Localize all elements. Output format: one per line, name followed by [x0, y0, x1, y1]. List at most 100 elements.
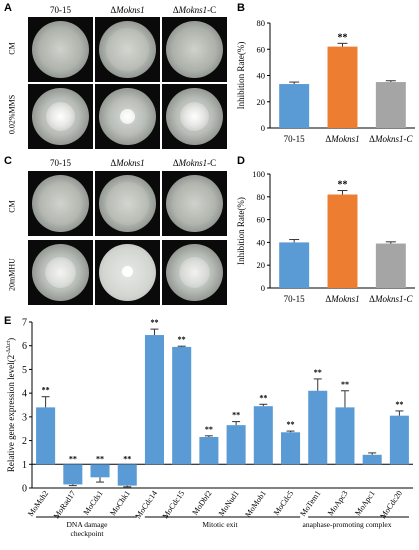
bar: [375, 243, 406, 288]
x-tick-label: ΔMokns1: [325, 294, 359, 304]
panel-b-letter: B: [237, 2, 245, 14]
y-tick-label: 20: [257, 97, 266, 107]
x-tick-label: MoChk1: [108, 489, 132, 517]
chart-e: Relative gene expression level(2-ΔΔct) 0 1…: [6, 318, 413, 520]
y-tick-label: 0: [261, 283, 265, 293]
y-tick-label: 40: [257, 71, 266, 81]
x-tick-label: MoDbf2: [190, 489, 213, 517]
significance-label: **: [341, 380, 349, 389]
y-tick-label: 7: [22, 318, 27, 329]
panel-c-plate-cm-complemented: [162, 171, 227, 236]
significance-label: **: [96, 454, 104, 463]
x-tick-label: MoCdc5: [272, 489, 295, 517]
panel-c-plate-cm-mutant: [95, 171, 160, 236]
panel-c-col-label-2: ΔMokns1: [110, 158, 145, 168]
panel-c-plate-cm-wt: [28, 171, 93, 236]
bar: [281, 432, 301, 465]
y-tick-label: 60: [257, 44, 266, 54]
y-tick-label: 3: [22, 412, 27, 423]
bar: [63, 464, 83, 485]
bar: [172, 346, 192, 465]
panel-a-plate-mms-wt: [28, 84, 93, 149]
y-tick-label: 5: [22, 365, 27, 376]
panel-c-plate-hu-mutant: [95, 240, 160, 305]
panel-a-letter: A: [4, 2, 12, 14]
bar: [144, 335, 164, 465]
bar: [117, 464, 137, 486]
x-tick-label: ΔMokns1-C: [369, 134, 413, 144]
significance-label: **: [338, 32, 348, 43]
panel-c-row-label-2: 20mMHU: [7, 258, 17, 291]
x-tick-label: MoTem1: [298, 489, 322, 518]
chart-b: Inhibition Rate(%) 0 20 40 60 80 70-15 ** ΔMokns…: [236, 18, 415, 144]
significance-label: **: [178, 335, 186, 344]
x-tick-label: MoCdc14: [133, 489, 159, 520]
x-tick-label: MoNud1: [217, 489, 241, 518]
y-tick-label: 40: [257, 237, 266, 247]
x-tick-label: 70-15: [284, 294, 305, 304]
x-tick-label: MoApc1: [353, 489, 377, 517]
y-tick-label: 4: [22, 389, 27, 400]
panel-a-row-label-1: CM: [7, 42, 17, 55]
panel-c-plate-hu-wt: [28, 240, 93, 305]
panel-c-letter: C: [4, 155, 12, 167]
y-tick-label: 100: [252, 169, 265, 179]
y-tick-label: 0: [22, 484, 27, 495]
panel-c-col-label-1: 70-15: [50, 158, 71, 168]
panel-a-plate-cm-mutant: [95, 17, 160, 82]
panel-a-col-label-2: ΔMokns1: [110, 5, 145, 15]
bar: [375, 82, 406, 128]
bar: [327, 46, 358, 128]
group-label-apc: anaphase-promoting complex: [302, 520, 392, 529]
x-tick-label: MoMsh2: [26, 489, 50, 518]
significance-label: **: [150, 318, 158, 327]
group-label-mitotic-exit: Mitotic exit: [202, 520, 238, 529]
group-label-dna-damage: DNA damage checkpoint: [66, 520, 108, 538]
bar: [389, 415, 409, 465]
significance-label: **: [314, 368, 322, 377]
y-tick-label: 80: [257, 18, 266, 28]
x-tick-label: ΔMokns1-C: [369, 294, 413, 304]
x-tick-label: MoMob1: [243, 489, 268, 519]
x-tick-label: MoCdc15: [161, 489, 187, 520]
bar: [253, 406, 273, 465]
bar: [90, 464, 110, 478]
bar: [36, 407, 56, 465]
panel-a-row-label-2: 0.02%MMS: [7, 94, 17, 135]
panel-c-plate-hu-complemented: [162, 240, 227, 305]
significance-label: **: [69, 454, 77, 463]
significance-label: **: [395, 400, 403, 409]
y-tick-label: 20: [257, 260, 266, 270]
bar: [279, 84, 310, 128]
x-tick-label: MoRad17: [52, 489, 78, 520]
panel-e-letter: E: [4, 315, 12, 327]
significance-label: **: [205, 425, 213, 434]
bar: [199, 437, 219, 465]
significance-label: **: [123, 454, 131, 463]
x-tick-label: MoCds1: [81, 489, 104, 517]
panel-a-plate-mms-mutant: [95, 84, 160, 149]
significance-label: **: [42, 386, 50, 395]
significance-label: **: [338, 180, 348, 191]
y-tick-label: 60: [257, 215, 266, 225]
significance-label: **: [259, 393, 267, 402]
chart-d: Inhibition Rate(%) 0 20 40 60 80 100 70-15 ** ΔMo…: [236, 169, 415, 304]
y-tick-label: 0: [261, 123, 265, 133]
x-tick-label: 70-15: [284, 134, 305, 144]
x-tick-label: ΔMokns1: [325, 134, 359, 144]
bar: [308, 390, 328, 465]
significance-label: **: [232, 411, 240, 420]
bar: [226, 425, 246, 465]
panel-d-letter: D: [237, 155, 245, 167]
y-axis-label: Inhibition Rate(%): [236, 197, 246, 265]
y-tick-label: 2: [22, 436, 27, 447]
bar: [362, 454, 382, 465]
panel-c-row-label-1: CM: [7, 200, 17, 213]
y-axis-label: Relative gene expression level(2-ΔΔct): [6, 338, 16, 472]
bar: [327, 194, 358, 288]
x-tick-label: MoApc3: [326, 489, 350, 517]
bar: [279, 242, 310, 288]
y-tick-label: 80: [257, 192, 266, 202]
panel-a-col-label-1: 70-15: [50, 5, 71, 15]
panel-a-plate-cm-complemented: [162, 17, 227, 82]
